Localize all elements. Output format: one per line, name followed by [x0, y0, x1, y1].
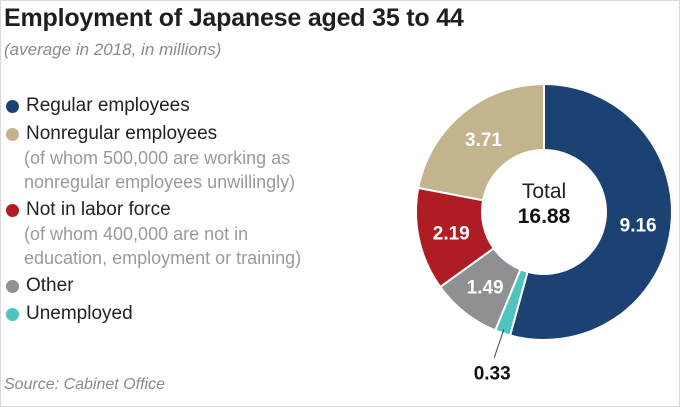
- legend-item-other: Other: [6, 274, 406, 298]
- donut-slice-value-unemployed: 0.33: [474, 364, 511, 385]
- legend-label-nonregular-employees: Nonregular employees: [26, 123, 218, 144]
- donut-slices: [415, 82, 673, 341]
- chart-subtitle: (average in 2018, in millions): [4, 40, 222, 59]
- legend: Regular employees Nonregular employees (…: [6, 94, 406, 330]
- donut-center-label: Total: [522, 180, 566, 203]
- legend-swatch-unemployed: [6, 307, 19, 321]
- donut-slice-regular-employees: [508, 82, 673, 341]
- donut-slice-value-regular-employees: 9.16: [620, 216, 657, 237]
- legend-swatch-other: [6, 279, 19, 293]
- legend-item-regular-employees: Regular employees: [6, 94, 406, 118]
- legend-note-not-in-labor-force: (of whom 400,000 are not in education, e…: [24, 224, 302, 268]
- legend-note-nonregular-employees: (of whom 500,000 are working as nonregul…: [24, 148, 296, 192]
- legend-swatch-regular-employees: [6, 99, 19, 113]
- source-note: Source: Cabinet Office: [4, 376, 165, 393]
- legend-label-not-in-labor-force: Not in labor force: [26, 199, 171, 220]
- donut-slice-value-not-in-labor-force: 2.19: [433, 224, 470, 245]
- legend-item-nonregular-employees: Nonregular employees (of whom 500,000 ar…: [6, 122, 406, 194]
- legend-label-regular-employees: Regular employees: [26, 95, 190, 116]
- donut-center-value: 16.88: [518, 205, 571, 228]
- legend-label-other: Other: [26, 275, 74, 296]
- donut-chart: 9.16 0.33 1.49 2.19 3.71 Total 16.88: [415, 82, 673, 385]
- chart-title: Employment of Japanese aged 35 to 44: [4, 4, 464, 32]
- legend-label-unemployed: Unemployed: [26, 303, 133, 324]
- donut-slice-labels: 9.16 0.33 1.49 2.19 3.71: [433, 130, 657, 385]
- legend-item-unemployed: Unemployed: [6, 302, 406, 326]
- legend-swatch-not-in-labor-force: [6, 203, 19, 217]
- donut-slice-value-nonregular-employees: 3.71: [465, 130, 502, 151]
- donut-slice-value-other: 1.49: [467, 278, 504, 299]
- legend-item-not-in-labor-force: Not in labor force (of whom 400,000 are …: [6, 198, 406, 270]
- donut-leader-line-unemployed: [493, 329, 505, 358]
- legend-swatch-nonregular-employees: [6, 127, 19, 141]
- donut-slice-nonregular-employees: [417, 82, 545, 202]
